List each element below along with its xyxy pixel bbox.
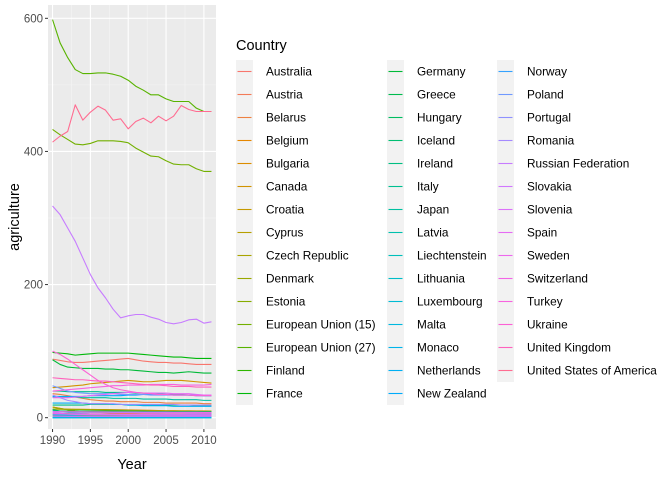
legend-label: Luxembourg — [417, 295, 483, 309]
y-tick-label: 200 — [24, 280, 43, 292]
x-tick-label: 2000 — [115, 435, 141, 447]
y-axis: 0 200 400 600 — [24, 13, 48, 425]
legend-label: Hungary — [417, 111, 462, 125]
series-line-france — [52, 351, 212, 359]
legend-label: France — [266, 387, 303, 401]
legend: Australia Austria Belarus Belgium Bulgaria Ca… — [236, 60, 657, 405]
legend-label: Belarus — [266, 111, 306, 125]
series-line-australia — [52, 357, 212, 365]
legend-label: Slovakia — [527, 180, 572, 194]
legend-label: Slovenia — [527, 203, 573, 217]
legend-label: Italy — [417, 180, 439, 194]
legend-key-background — [497, 60, 514, 382]
y-axis-title: agriculture — [7, 183, 23, 251]
x-axis-title: Year — [117, 457, 146, 473]
series-line-european-union-27 — [52, 19, 212, 113]
legend-label: Croatia — [266, 203, 304, 217]
legend-label: Monaco — [417, 341, 459, 355]
x-tick-label: 1995 — [78, 435, 104, 447]
legend-label: European Union (27) — [266, 341, 376, 355]
series-line-slovakia — [52, 412, 212, 416]
legend-label: Lithuania — [417, 272, 465, 286]
legend-label: Belgium — [266, 134, 309, 148]
legend-label: Liechtenstein — [417, 249, 487, 263]
legend-label: United Kingdom — [527, 341, 611, 355]
series-line-netherlands — [52, 402, 212, 407]
x-tick-label: 2005 — [153, 435, 179, 447]
y-tick-label: 0 — [37, 413, 43, 425]
legend-label: European Union (15) — [266, 318, 376, 332]
series-line-united-states-of-america — [52, 104, 212, 143]
legend-label: Australia — [266, 65, 312, 79]
legend-label: Switzerland — [527, 272, 588, 286]
x-tick-label: 2010 — [191, 435, 217, 447]
y-tick-label: 600 — [24, 13, 43, 25]
legend-label: Greece — [417, 88, 456, 102]
legend-label: Denmark — [266, 272, 314, 286]
legend-label: Czech Republic — [266, 249, 349, 263]
legend-label: Japan — [417, 203, 449, 217]
series-line-turkey — [52, 383, 212, 392]
series-line-european-union-15 — [52, 129, 212, 172]
legend-label: New Zealand — [417, 387, 487, 401]
legend-label: Latvia — [417, 226, 449, 240]
series-lines — [52, 19, 212, 419]
legend-label: Malta — [417, 318, 446, 332]
x-axis: 1990 1995 2000 2005 2010 — [40, 429, 217, 447]
series-line-japan — [52, 396, 212, 401]
y-tick-label: 400 — [24, 146, 43, 158]
legend-label: Poland — [527, 88, 564, 102]
grid-minor — [48, 5, 216, 429]
series-line-united-kingdom — [52, 377, 212, 388]
legend-label: Romania — [527, 134, 575, 148]
legend-label: Germany — [417, 65, 466, 79]
x-tick-label: 1990 — [40, 435, 66, 447]
legend-label: Austria — [266, 88, 303, 102]
series-line-ukraine — [52, 350, 212, 397]
series-line-russian-federation — [52, 205, 212, 325]
series-line-canada — [52, 379, 212, 389]
legend-label: Finland — [266, 364, 305, 378]
legend-label: Bulgaria — [266, 157, 310, 171]
legend-label: Ukraine — [527, 318, 568, 332]
legend-label: Netherlands — [417, 364, 481, 378]
legend-label: Cyprus — [266, 226, 303, 240]
legend-label: Iceland — [417, 134, 455, 148]
legend-label: Ireland — [417, 157, 453, 171]
series-line-germany — [52, 359, 212, 374]
legend-label: Norway — [527, 65, 567, 79]
legend-label: Canada — [266, 180, 308, 194]
legend-label: Estonia — [266, 295, 306, 309]
legend-label: Sweden — [527, 249, 570, 263]
legend-label: Spain — [527, 226, 557, 240]
legend-title: Country — [236, 38, 288, 54]
plot-panel — [48, 5, 216, 429]
legend-label: Portugal — [527, 111, 571, 125]
legend-label: Turkey — [527, 295, 563, 309]
legend-label: United States of America — [527, 364, 657, 378]
series-line-romania — [52, 394, 212, 406]
legend-label: Russian Federation — [527, 157, 629, 171]
series-line-spain — [52, 391, 212, 399]
series-line-sweden — [52, 411, 212, 413]
